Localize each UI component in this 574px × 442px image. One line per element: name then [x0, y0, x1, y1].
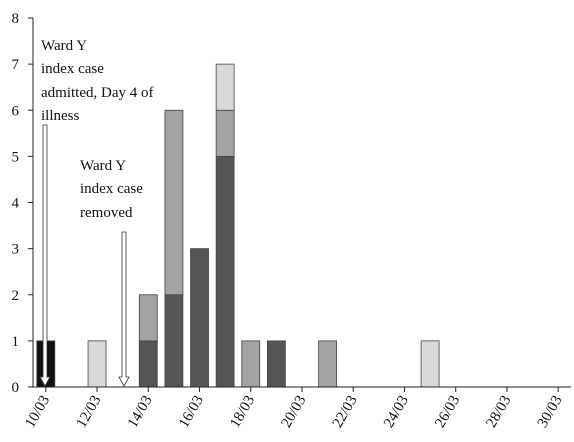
x-tick-label: 28/03	[483, 393, 514, 431]
y-tick-label: 1	[12, 334, 20, 350]
x-tick-label: 30/03	[535, 393, 566, 431]
x-tick-label: 14/03	[125, 393, 156, 431]
bar	[190, 248, 209, 388]
x-tick-label: 24/03	[381, 393, 412, 431]
x-tick-label: 10/03	[22, 393, 53, 431]
y-tick-label: 6	[12, 103, 20, 119]
x-tick-label: 22/03	[330, 393, 361, 431]
bar	[318, 340, 338, 388]
x-tick-label: 18/03	[227, 393, 258, 431]
bar	[164, 109, 184, 296]
bar	[87, 340, 107, 388]
bar	[215, 63, 235, 111]
bar	[420, 340, 440, 388]
y-tick-label: 0	[12, 380, 20, 396]
bar	[215, 109, 235, 157]
y-tick-label: 3	[12, 242, 20, 258]
y-tick-label: 2	[12, 288, 20, 304]
annotation: Ward Y index case removed	[80, 158, 147, 221]
y-tick-label: 4	[12, 196, 20, 212]
y-tick-label: 5	[12, 149, 20, 165]
y-tick-label: 8	[12, 11, 20, 27]
x-tick-label: 12/03	[74, 393, 105, 431]
x-tick-label: 16/03	[176, 393, 207, 431]
x-tick-label: 26/03	[432, 393, 463, 431]
y-tick-label: 7	[12, 57, 20, 73]
annotation-arrow	[118, 231, 130, 387]
bar	[138, 340, 158, 388]
bar	[241, 340, 261, 388]
annotation-arrow	[39, 124, 51, 387]
bar	[164, 294, 184, 388]
bar	[215, 155, 235, 388]
annotation: Ward Y index case admitted, Day 4 of ill…	[41, 38, 157, 124]
bar	[138, 294, 158, 342]
x-tick-label: 20/03	[279, 393, 310, 431]
bars-layer	[36, 63, 440, 388]
bar	[266, 340, 286, 388]
